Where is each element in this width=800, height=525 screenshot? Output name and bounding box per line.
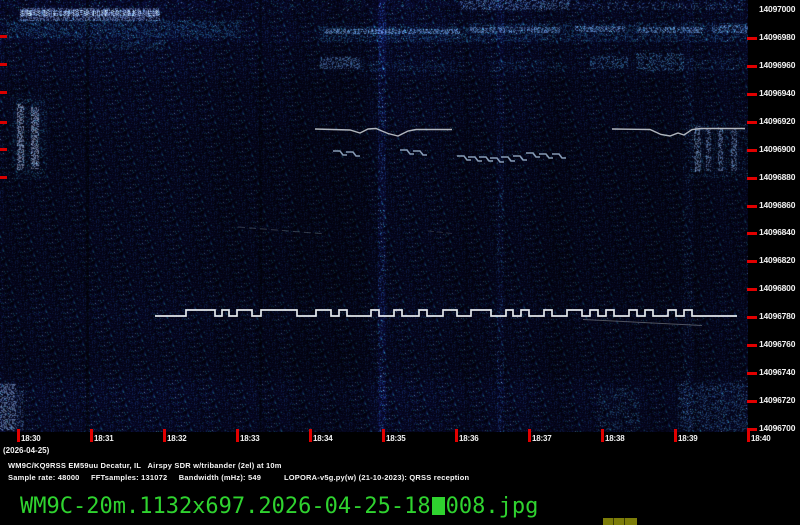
time-label: 18:38 bbox=[605, 434, 625, 443]
freq-tick bbox=[747, 120, 757, 124]
freq-tick bbox=[747, 344, 757, 348]
time-label: 18:31 bbox=[94, 434, 114, 443]
filename-suffix: 008.jpg bbox=[445, 494, 539, 519]
freq-tick bbox=[747, 400, 757, 404]
freq-label: 14096920 bbox=[759, 115, 796, 126]
time-label: 18:32 bbox=[167, 434, 187, 443]
time-tick bbox=[236, 429, 239, 442]
freq-label: 14096940 bbox=[759, 87, 796, 98]
freq-tick bbox=[747, 204, 757, 208]
freq-label: 14096780 bbox=[759, 311, 796, 322]
time-tick bbox=[163, 429, 166, 442]
freq-tick bbox=[747, 427, 757, 431]
freq-label: 14096720 bbox=[759, 395, 796, 406]
time-label: 18:35 bbox=[386, 434, 406, 443]
freq-label: 14096880 bbox=[759, 171, 796, 182]
cursor-block bbox=[431, 497, 445, 515]
time-tick bbox=[528, 429, 531, 442]
time-label: 18:40 bbox=[751, 434, 771, 443]
freq-label: 14096900 bbox=[759, 143, 796, 154]
time-tick bbox=[674, 429, 677, 442]
freq-tick bbox=[747, 36, 757, 40]
time-tick bbox=[17, 429, 20, 442]
freq-tick bbox=[747, 288, 757, 292]
filename-text: WM9C-20m.1132x697.2026-04-25-18 008.jpg bbox=[20, 494, 538, 519]
freq-label: 14096800 bbox=[759, 283, 796, 294]
left-edge-marker bbox=[0, 35, 7, 38]
freq-label: 14096740 bbox=[759, 367, 796, 378]
time-label: 18:37 bbox=[532, 434, 552, 443]
filename-prefix: WM9C-20m.1132x697.2026-04-25-18 bbox=[20, 494, 431, 519]
left-edge-marker bbox=[0, 91, 7, 94]
freq-label: 14096820 bbox=[759, 255, 796, 266]
freq-tick bbox=[747, 176, 757, 180]
time-label: 18:30 bbox=[21, 434, 41, 443]
freq-label: 14097000 bbox=[759, 4, 796, 14]
time-tick bbox=[382, 429, 385, 442]
time-tick bbox=[90, 429, 93, 442]
freq-tick bbox=[747, 372, 757, 376]
capture-settings-line: Sample rate: 48000 FFTsamples: 131072 Ba… bbox=[8, 473, 470, 482]
freq-tick bbox=[747, 316, 757, 320]
left-edge-marker bbox=[0, 63, 7, 66]
olive-progress-bar bbox=[603, 518, 637, 525]
time-label: 18:39 bbox=[678, 434, 698, 443]
freq-label: 14096860 bbox=[759, 199, 796, 210]
time-tick bbox=[747, 429, 750, 442]
station-info-line: WM9C/KQ9RSS EM59uu Decatur, IL Airspy SD… bbox=[8, 461, 282, 470]
date-label: (2026-04-25) bbox=[3, 446, 50, 455]
freq-tick bbox=[747, 260, 757, 264]
time-tick bbox=[309, 429, 312, 442]
left-edge-marker bbox=[0, 148, 7, 151]
freq-tick bbox=[747, 92, 757, 96]
freq-tick bbox=[747, 148, 757, 152]
freq-label: 14096760 bbox=[759, 339, 796, 350]
left-edge-marker bbox=[0, 176, 7, 179]
time-tick bbox=[455, 429, 458, 442]
time-tick bbox=[601, 429, 604, 442]
left-edge-marker bbox=[0, 121, 7, 124]
freq-label: 14096840 bbox=[759, 227, 796, 238]
freq-label: 14096700 bbox=[759, 422, 796, 433]
time-label: 18:34 bbox=[313, 434, 333, 443]
freq-label: 14096980 bbox=[759, 31, 796, 42]
spectrogram-waterfall bbox=[0, 0, 748, 432]
time-label: 18:36 bbox=[459, 434, 479, 443]
freq-tick bbox=[747, 64, 757, 68]
freq-label: 14096960 bbox=[759, 59, 796, 70]
freq-tick bbox=[747, 232, 757, 236]
time-label: 18:33 bbox=[240, 434, 260, 443]
